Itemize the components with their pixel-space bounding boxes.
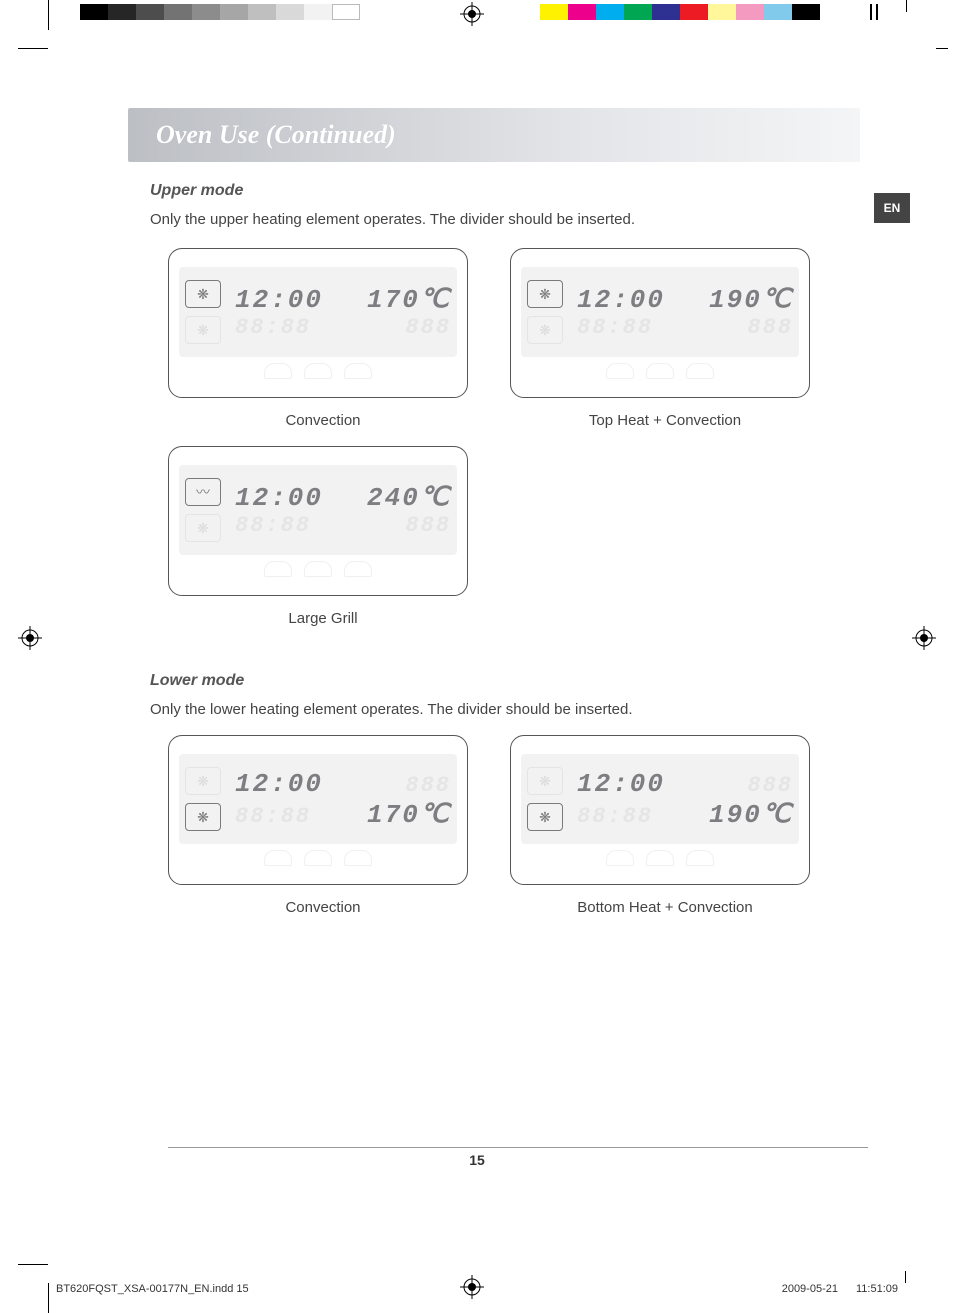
fan-icon: ❋: [527, 803, 563, 831]
crop-mark: [905, 1271, 906, 1283]
oven-display: 〰 ❋ 12:00 240℃ 88:88 888: [168, 446, 468, 596]
registration-mark-icon: [18, 626, 42, 650]
ghost-temp: 888: [405, 513, 451, 538]
ghost-mode-icon: ❋: [185, 316, 221, 344]
button-row: [179, 850, 457, 866]
panel-topheat-convection: ❋ ❋ 12:00 190℃ 88:88 888: [510, 248, 820, 429]
temp-unit: ℃: [762, 800, 793, 830]
oven-display: ❋ ❋ 12:00 888 88:88 170℃: [168, 735, 468, 885]
cut-bar: [876, 4, 878, 20]
crop-mark: [18, 1264, 48, 1265]
ghost-temp: 888: [747, 773, 793, 798]
crop-mark: [48, 0, 49, 30]
button-row: [179, 363, 457, 379]
lcd: 〰 ❋ 12:00 240℃ 88:88 888: [179, 465, 457, 555]
lcd: ❋ ❋ 12:00 190℃ 88:88 888: [521, 267, 799, 357]
lower-mode-text: Only the lower heating element operates.…: [150, 700, 850, 720]
time-readout: 12:00: [577, 769, 665, 799]
temp-readout: 190: [709, 285, 762, 315]
time-readout: 12:00: [235, 769, 323, 799]
footer-date: 2009-05-21: [782, 1283, 838, 1295]
registration-mark-icon: [460, 2, 484, 26]
panel-convection-upper: ❋ ❋ 12:00 170℃ 88:88 888: [168, 248, 478, 429]
section-title-bar: Oven Use (Continued): [128, 108, 860, 162]
grayscale-calibration-bar: [80, 4, 360, 20]
temp-unit: ℃: [420, 285, 451, 315]
ghost-temp: 888: [405, 773, 451, 798]
page-number: 15: [48, 1152, 906, 1168]
footer-file: BT620FQST_XSA-00177N_EN.indd 15: [56, 1283, 249, 1295]
ghost-mode-icon: ❋: [527, 767, 563, 795]
panel-label: Convection: [168, 899, 478, 916]
crop-mark: [906, 0, 907, 12]
temp-readout: 170: [367, 800, 420, 830]
temp-readout: 190: [709, 800, 762, 830]
lcd: ❋ ❋ 12:00 888 88:88 170℃: [179, 754, 457, 844]
temp-readout: 240: [367, 483, 420, 513]
page-content: Oven Use (Continued) EN Upper mode Only …: [48, 48, 906, 1248]
panel-label: Convection: [168, 412, 478, 429]
color-calibration-bar: [540, 4, 820, 20]
lower-panels-row: ❋ ❋ 12:00 888 88:88 170℃: [168, 735, 820, 916]
ghost-time: 88:88: [235, 513, 311, 538]
oven-display: ❋ ❋ 12:00 170℃ 88:88 888: [168, 248, 468, 398]
ghost-time: 88:88: [577, 315, 653, 340]
lcd: ❋ ❋ 12:00 170℃ 88:88 888: [179, 267, 457, 357]
registration-mark-icon: [460, 1275, 484, 1299]
fan-icon: ❋: [527, 280, 563, 308]
lower-mode-heading: Lower mode: [150, 672, 850, 690]
button-row: [179, 561, 457, 577]
temp-unit: ℃: [420, 800, 451, 830]
upper-mode-section: Upper mode Only the upper heating elemen…: [150, 182, 850, 230]
footer-rule: [168, 1147, 868, 1148]
upper-panels-row-1: ❋ ❋ 12:00 170℃ 88:88 888: [168, 248, 820, 429]
panel-label: Large Grill: [168, 610, 478, 627]
ghost-time: 88:88: [235, 804, 311, 829]
ghost-mode-icon: ❋: [185, 767, 221, 795]
temp-readout: 170: [367, 285, 420, 315]
registration-mark-icon: [912, 626, 936, 650]
panel-large-grill: 〰 ❋ 12:00 240℃ 88:88 888: [168, 446, 478, 627]
button-row: [521, 850, 799, 866]
time-readout: 12:00: [577, 285, 665, 315]
language-tab: EN: [874, 193, 910, 223]
ghost-mode-icon: ❋: [185, 514, 221, 542]
crop-mark: [936, 48, 948, 49]
temp-unit: ℃: [420, 483, 451, 513]
panel-convection-lower: ❋ ❋ 12:00 888 88:88 170℃: [168, 735, 478, 916]
button-row: [521, 363, 799, 379]
panel-label: Top Heat + Convection: [510, 412, 820, 429]
panel-bottomheat-convection: ❋ ❋ 12:00 888 88:88 190℃: [510, 735, 820, 916]
temp-unit: ℃: [762, 285, 793, 315]
ghost-temp: 888: [405, 315, 451, 340]
ghost-time: 88:88: [577, 804, 653, 829]
fan-icon: ❋: [185, 280, 221, 308]
cut-bar: [870, 4, 872, 20]
ghost-temp: 888: [747, 315, 793, 340]
grill-icon: 〰: [185, 478, 221, 506]
upper-panels-row-2: 〰 ❋ 12:00 240℃ 88:88 888: [168, 446, 478, 627]
section-title: Oven Use (Continued): [128, 120, 396, 150]
time-readout: 12:00: [235, 483, 323, 513]
footer-datetime: 2009-05-21 11:51:09: [782, 1283, 898, 1295]
upper-mode-text: Only the upper heating element operates.…: [150, 210, 850, 230]
ghost-time: 88:88: [235, 315, 311, 340]
upper-mode-heading: Upper mode: [150, 182, 850, 200]
footer-time: 11:51:09: [856, 1283, 898, 1295]
lower-mode-section: Lower mode Only the lower heating elemen…: [150, 672, 850, 720]
oven-display: ❋ ❋ 12:00 190℃ 88:88 888: [510, 248, 810, 398]
crop-mark: [48, 1283, 49, 1313]
oven-display: ❋ ❋ 12:00 888 88:88 190℃: [510, 735, 810, 885]
fan-icon: ❋: [185, 803, 221, 831]
panel-label: Bottom Heat + Convection: [510, 899, 820, 916]
lcd: ❋ ❋ 12:00 888 88:88 190℃: [521, 754, 799, 844]
ghost-mode-icon: ❋: [527, 316, 563, 344]
time-readout: 12:00: [235, 285, 323, 315]
crop-mark: [18, 48, 48, 49]
